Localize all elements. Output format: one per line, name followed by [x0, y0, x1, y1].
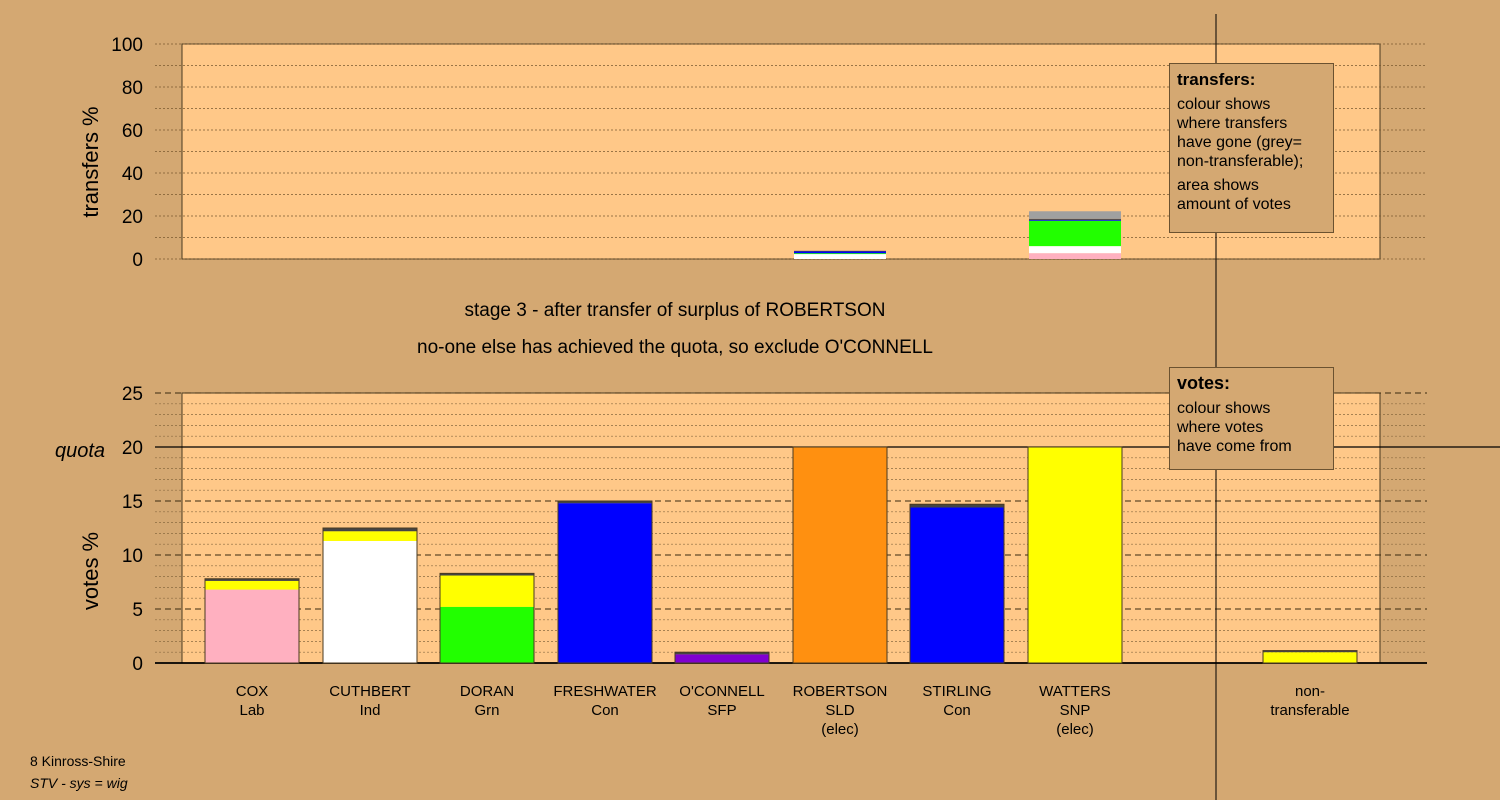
- votes-bars: [204, 446, 1358, 664]
- votes-y-axis: 0 5 10 15 20 25: [122, 384, 143, 675]
- vote-bar-segment: [1028, 447, 1122, 663]
- vote-bar-outline: [792, 446, 888, 664]
- candidate-label-line: FRESHWATER: [553, 683, 656, 700]
- transfer-bar-segment: [1029, 253, 1121, 259]
- transfers-bars: [794, 211, 1121, 259]
- vote-bar-segment: [1263, 650, 1357, 653]
- transfer-bar-segment: [794, 251, 886, 254]
- candidate-label-line: (elec): [1056, 721, 1094, 738]
- votes-legend-title: votes:: [1177, 373, 1231, 393]
- vote-bar-outline: [674, 651, 770, 664]
- transfers-tick-label: 80: [122, 78, 143, 99]
- transfers-tick-label: 20: [122, 207, 143, 228]
- transfers-tick-label: 100: [111, 35, 143, 56]
- transfer-bar-segment: [1029, 219, 1121, 221]
- candidate-labels: COX Lab CUTHBERT Ind DORAN Grn FRESHWATER Con O'…: [236, 683, 1350, 738]
- candidate-label-line: WATTERS: [1039, 683, 1111, 700]
- vote-bar-segment: [675, 654, 769, 663]
- vote-bar-segment: [793, 447, 887, 663]
- candidate-label-line: Grn: [474, 702, 499, 719]
- votes-tick-label: 25: [122, 384, 143, 405]
- vote-bar-outline: [1262, 650, 1358, 664]
- candidate-label-line: Lab: [239, 702, 264, 719]
- vote-bar-segment: [440, 575, 534, 607]
- vote-bar-segment: [1263, 652, 1357, 663]
- vote-bar-segment: [558, 501, 652, 504]
- vote-bar-segment: [323, 540, 417, 663]
- transfer-bar-segment: [1029, 211, 1121, 219]
- candidate-label-line: transferable: [1270, 702, 1349, 719]
- transfer-bar-segment: [794, 250, 886, 252]
- transfers-y-label: transfers %: [78, 106, 103, 217]
- footer-system: STV - sys = wig: [30, 775, 128, 791]
- transfers-legend: transfers: colour shows where transfers …: [1169, 63, 1334, 233]
- vote-bar-segment: [910, 507, 1004, 663]
- vote-bar-segment: [558, 503, 652, 663]
- votes-tick-label: 15: [122, 492, 143, 513]
- transfers-tick-label: 40: [122, 164, 143, 185]
- candidate-label-line: (elec): [821, 721, 859, 738]
- votes-y-label: votes %: [78, 532, 103, 610]
- transfers-legend-title: transfers:: [1177, 70, 1256, 89]
- vote-bar-segment: [440, 573, 534, 576]
- vote-bar-outline: [557, 500, 653, 664]
- candidate-label-line: SLD: [825, 702, 854, 719]
- votes-tick-label: 10: [122, 546, 143, 567]
- votes-tick-label: 0: [132, 654, 143, 675]
- transfers-legend-text1: colour shows where transfers have gone (…: [1177, 96, 1304, 170]
- vote-bar-segment: [205, 578, 299, 581]
- vote-bar-segment: [323, 531, 417, 541]
- transfer-bar-segment: [1029, 220, 1121, 247]
- vote-bar-segment: [205, 580, 299, 590]
- transfers-y-axis: 0 20 40 60 80 100: [111, 35, 143, 271]
- vote-bar-outline: [439, 572, 535, 664]
- candidate-label-line: non-: [1295, 683, 1325, 700]
- vote-bar-segment: [323, 528, 417, 532]
- transfers-legend-text2: area shows amount of votes: [1177, 177, 1291, 213]
- transfers-tick-label: 0: [132, 250, 143, 271]
- votes-tick-label: 20: [122, 438, 143, 459]
- footer-constituency: 8 Kinross-Shire: [30, 753, 126, 769]
- transfer-bar-segment: [794, 253, 886, 255]
- transfer-bar-segment: [1029, 218, 1121, 220]
- candidate-label-line: DORAN: [460, 683, 514, 700]
- candidate-label-line: SFP: [707, 702, 736, 719]
- candidate-label-line: STIRLING: [922, 683, 991, 700]
- votes-legend: votes: colour shows where votes have com…: [1169, 367, 1334, 470]
- quota-label: quota: [55, 440, 105, 462]
- vote-bar-segment: [440, 606, 534, 663]
- stage-subtitle: no-one else has achieved the quota, so e…: [417, 337, 933, 358]
- candidate-label-line: Ind: [360, 702, 381, 719]
- candidate-label-line: SNP: [1060, 702, 1091, 719]
- candidate-label-line: Con: [591, 702, 619, 719]
- transfer-bar-segment: [794, 254, 886, 259]
- candidate-label-line: Con: [943, 702, 971, 719]
- votes-tick-label: 5: [132, 600, 143, 621]
- transfer-bar-segment: [1029, 246, 1121, 254]
- candidate-label-line: COX: [236, 683, 269, 700]
- vote-bar-outline: [1027, 446, 1123, 664]
- candidate-label-line: ROBERTSON: [793, 683, 888, 700]
- vote-bar-segment: [675, 652, 769, 655]
- transfers-tick-label: 60: [122, 121, 143, 142]
- votes-legend-text1: colour shows where votes have come from: [1177, 400, 1292, 455]
- candidate-label-line: O'CONNELL: [679, 683, 764, 700]
- vote-bar-outline: [909, 503, 1005, 664]
- candidate-label-line: CUTHBERT: [329, 683, 410, 700]
- vote-bar-segment: [910, 504, 1004, 508]
- vote-bar-outline: [322, 527, 418, 664]
- vote-bar-segment: [205, 589, 299, 663]
- stage-title: stage 3 - after transfer of surplus of R…: [464, 300, 886, 321]
- vote-bar-outline: [204, 578, 300, 664]
